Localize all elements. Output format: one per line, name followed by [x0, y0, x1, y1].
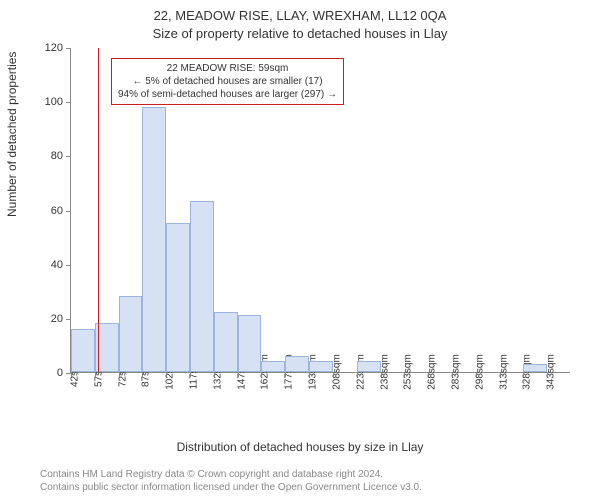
histogram-bar — [238, 315, 262, 372]
x-tick-mark — [476, 372, 477, 377]
histogram-bar — [261, 361, 285, 372]
chart-title-sub: Size of property relative to detached ho… — [0, 26, 600, 41]
x-axis-label: Distribution of detached houses by size … — [0, 440, 600, 454]
y-axis-label: Number of detached properties — [5, 52, 19, 217]
x-tick-mark — [381, 372, 382, 377]
histogram-bar — [285, 356, 309, 372]
y-tick-mark — [66, 211, 71, 212]
histogram-bar — [523, 364, 547, 372]
y-tick-mark — [66, 48, 71, 49]
annotation-box: 22 MEADOW RISE: 59sqm← 5% of detached ho… — [111, 58, 344, 105]
annotation-line-2: ← 5% of detached houses are smaller (17) — [118, 75, 337, 88]
annotation-line-1: 22 MEADOW RISE: 59sqm — [118, 62, 337, 75]
x-tick-mark — [238, 372, 239, 377]
x-tick-mark — [214, 372, 215, 377]
x-tick-mark — [428, 372, 429, 377]
chart-container: 22, MEADOW RISE, LLAY, WREXHAM, LL12 0QA… — [0, 0, 600, 500]
x-tick-mark — [523, 372, 524, 377]
property-marker-line — [98, 48, 99, 372]
x-tick-mark — [357, 372, 358, 377]
x-tick-mark — [119, 372, 120, 377]
x-tick-mark — [547, 372, 548, 377]
x-tick-mark — [500, 372, 501, 377]
footer-line-2: Contains public sector information licen… — [40, 481, 422, 494]
histogram-bar — [214, 312, 238, 372]
histogram-bar — [142, 107, 166, 372]
chart-title-main: 22, MEADOW RISE, LLAY, WREXHAM, LL12 0QA — [0, 8, 600, 23]
histogram-bar — [166, 223, 190, 372]
x-tick-mark — [261, 372, 262, 377]
x-tick-mark — [285, 372, 286, 377]
footer-text: Contains HM Land Registry data © Crown c… — [40, 468, 422, 494]
x-tick-mark — [404, 372, 405, 377]
histogram-bar — [119, 296, 143, 372]
annotation-line-3: 94% of semi-detached houses are larger (… — [118, 88, 337, 101]
x-tick-mark — [309, 372, 310, 377]
y-tick-mark — [66, 156, 71, 157]
x-tick-mark — [190, 372, 191, 377]
y-tick-mark — [66, 102, 71, 103]
histogram-bar — [357, 361, 381, 372]
plot-area: 02040608010012042sqm57sqm72sqm87sqm102sq… — [70, 48, 570, 373]
x-tick-mark — [95, 372, 96, 377]
histogram-bar — [71, 329, 95, 372]
x-tick-mark — [333, 372, 334, 377]
histogram-bar — [309, 361, 333, 372]
y-tick-mark — [66, 265, 71, 266]
footer-line-1: Contains HM Land Registry data © Crown c… — [40, 468, 422, 481]
y-tick-mark — [66, 319, 71, 320]
x-tick-mark — [166, 372, 167, 377]
histogram-bar — [190, 201, 214, 372]
x-tick-mark — [71, 372, 72, 377]
x-tick-mark — [452, 372, 453, 377]
x-tick-mark — [142, 372, 143, 377]
